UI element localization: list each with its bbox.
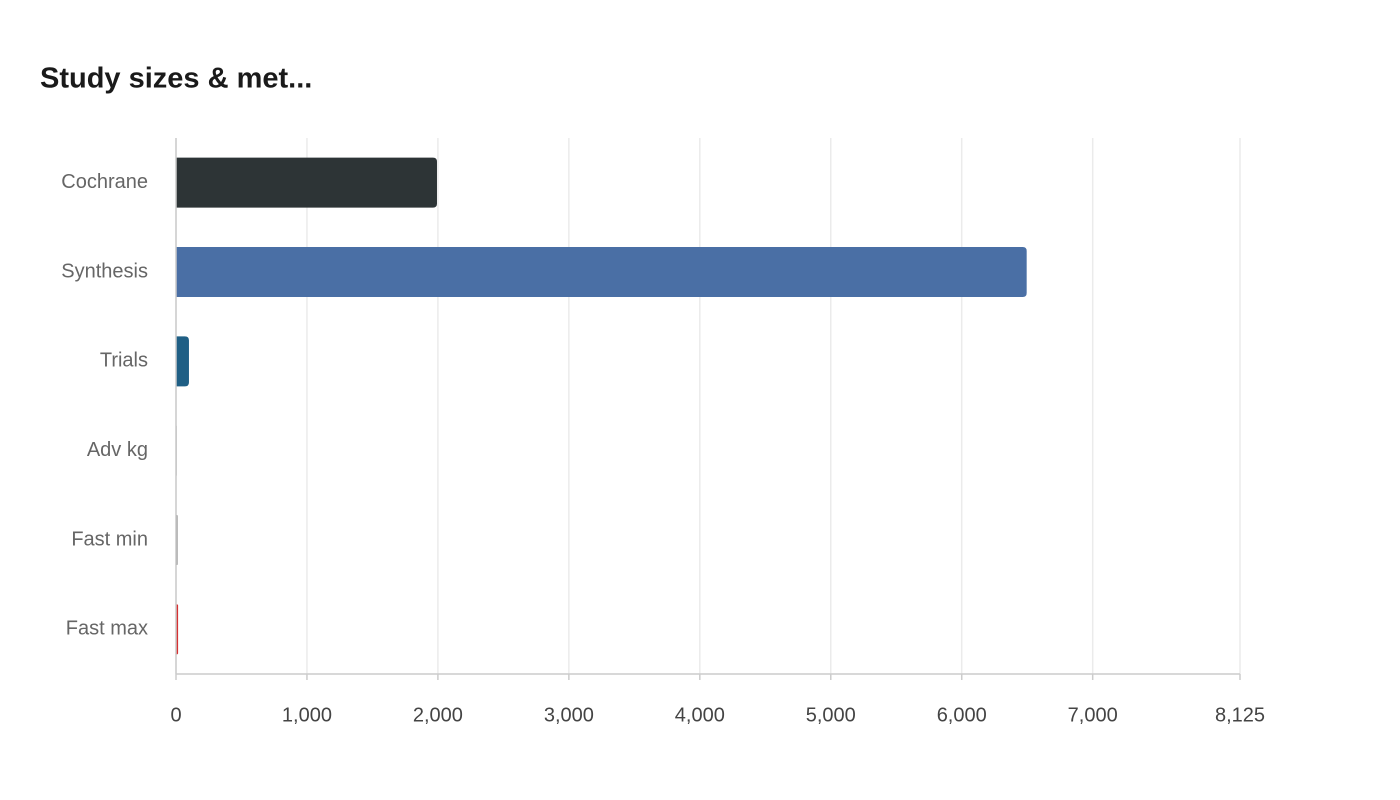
y-tick-label: Fast min bbox=[71, 528, 148, 550]
x-tick-label: 2,000 bbox=[413, 704, 463, 726]
chart-title: Study sizes & met... bbox=[40, 63, 312, 95]
y-tick-label: Cochrane bbox=[61, 171, 148, 193]
x-tick-label: 3,000 bbox=[544, 704, 594, 726]
x-tick-label: 8,125 bbox=[1215, 704, 1265, 726]
x-tick-label: 1,000 bbox=[282, 704, 332, 726]
bar bbox=[176, 336, 189, 387]
x-tick-label: 4,000 bbox=[675, 704, 725, 726]
y-tick-label: Fast max bbox=[66, 618, 148, 640]
y-tick-label: Synthesis bbox=[61, 260, 148, 282]
x-tick-label: 0 bbox=[170, 704, 181, 726]
x-tick-label: 7,000 bbox=[1068, 704, 1118, 726]
x-tick-label: 6,000 bbox=[937, 704, 987, 726]
x-tick-label: 5,000 bbox=[806, 704, 856, 726]
bar bbox=[176, 247, 1027, 297]
y-tick-label: Trials bbox=[100, 350, 148, 372]
y-tick-label: Adv kg bbox=[87, 439, 148, 461]
bar bbox=[176, 157, 437, 208]
